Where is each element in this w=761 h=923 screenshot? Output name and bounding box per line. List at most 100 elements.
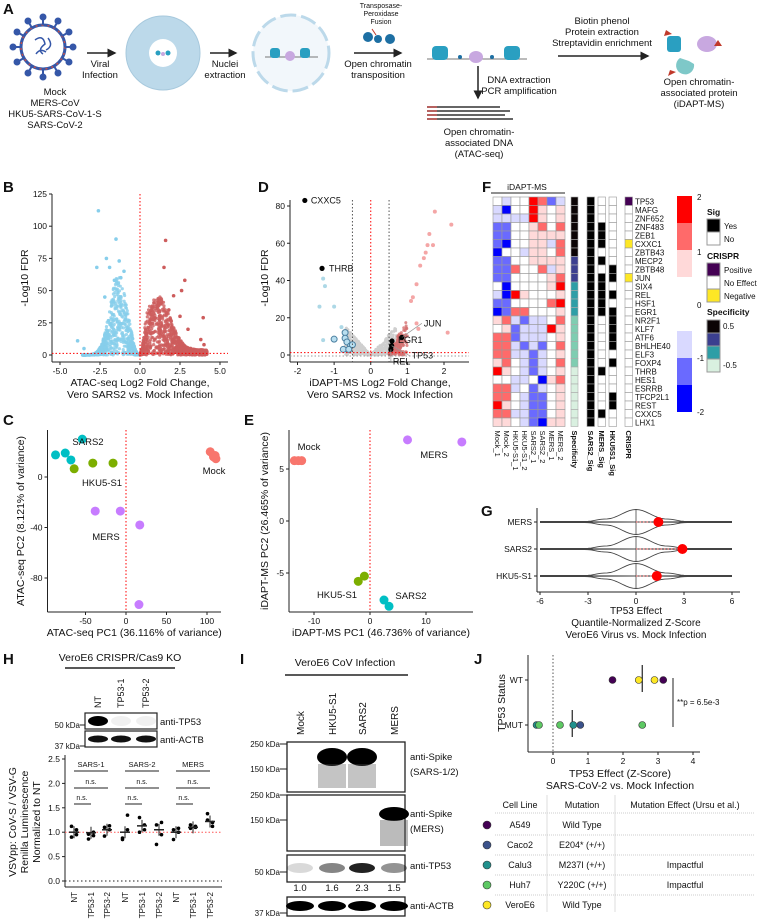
data-point [109, 350, 114, 354]
specificity-cell [570, 222, 579, 232]
x-tick-label: 10 [421, 616, 431, 626]
heatmap-cell [555, 332, 566, 342]
data-point [183, 345, 187, 349]
cell-line-swatch [482, 900, 492, 910]
heatmap-header: iDAPT-MS [507, 182, 547, 192]
heatmap-cell [501, 247, 512, 257]
data-point [172, 339, 176, 343]
y-tick-label: 0.5 [48, 852, 60, 862]
sig-cell [586, 213, 595, 223]
heatmap-cell [510, 213, 521, 223]
spike-head [13, 58, 21, 66]
data-point [457, 437, 467, 447]
table-cell: Huh7 [509, 880, 531, 890]
sig-cell [597, 349, 606, 359]
crispr-cell [624, 256, 633, 266]
data-point [650, 676, 659, 684]
lane-label: SARS2 [358, 702, 369, 735]
data-point [119, 303, 123, 307]
crispr-cell [624, 222, 633, 232]
band [347, 748, 377, 766]
heatmap-cell [537, 341, 548, 351]
heatmap-cell [510, 375, 521, 385]
x-axis-title: Vero SARS2 vs. Mock Infection [67, 389, 213, 401]
table-cell: Impactful [667, 860, 704, 870]
data-point [111, 292, 116, 296]
gene-label: CXXC1 [635, 240, 662, 249]
significance-label: n.s. [76, 795, 87, 802]
heatmap-cell [528, 213, 539, 223]
sig-cell [608, 273, 617, 283]
crispr-cell [624, 324, 633, 334]
data-point [339, 325, 344, 330]
label-leader [391, 345, 410, 356]
x-tick-label: TP53-2 [155, 891, 164, 918]
heatmap-cell [492, 239, 503, 249]
heatmap-cell [546, 264, 557, 274]
spike-head [24, 69, 32, 77]
heatmap-cell [510, 298, 521, 308]
spike-head [54, 69, 62, 77]
spike-head [39, 73, 47, 81]
data-point [143, 326, 147, 330]
spike-head [13, 28, 21, 36]
heatmap-cell [546, 205, 557, 215]
group-label: MERS [420, 450, 447, 461]
point-label: CXXC5 [311, 195, 341, 205]
heatmap-cell [546, 400, 557, 410]
step-label: Streptavidin enrichment [552, 38, 652, 49]
data-point [125, 327, 130, 332]
heatmap-cell [510, 230, 521, 240]
sig-cell [597, 290, 606, 300]
annotation-label: HKU5S1_Sig [608, 431, 617, 477]
heatmap-cell [519, 205, 530, 215]
specificity-cell [570, 239, 579, 249]
data-point [95, 265, 99, 270]
x-tick-label: TP53-1 [138, 891, 147, 918]
data-point [403, 435, 413, 445]
table-cell: Impactful [667, 880, 704, 890]
gene-label: NR2F1 [635, 317, 661, 326]
band [318, 901, 346, 911]
data-point [145, 315, 149, 319]
gene-label: JUN [635, 274, 651, 283]
data-point [142, 336, 146, 340]
antibody-label: anti-Spike [410, 752, 452, 763]
colorbar-segment [677, 358, 692, 385]
heatmap-cell [537, 281, 548, 291]
y-tick-label: 40 [276, 276, 286, 286]
step-label: Viral [91, 59, 110, 70]
data-point [347, 331, 351, 334]
colorbar-tick-label: 2 [697, 193, 702, 202]
crispr-cell [624, 315, 633, 325]
data-point [91, 833, 96, 838]
heatmap-cell [519, 222, 530, 232]
y-axis-title: TP53 Status [496, 674, 508, 732]
data-point [104, 353, 108, 357]
heatmap-cell [528, 383, 539, 393]
gene-label: ELF3 [635, 351, 655, 360]
group-label: Mock [203, 466, 226, 477]
heatmap-cell [492, 205, 503, 215]
category-label: HKU5-S1 [496, 571, 532, 581]
x-tick-label: -2.5 [93, 366, 108, 376]
y-tick-label: -40 [30, 523, 43, 533]
heatmap-cell [555, 417, 566, 427]
data-point [137, 830, 142, 834]
data-point [395, 338, 399, 342]
sig-cell [586, 349, 595, 359]
x-tick-label: 100 [200, 616, 214, 626]
data-point [168, 329, 172, 333]
data-point [110, 330, 114, 334]
dna-reads-icon [427, 106, 513, 120]
legend-label: -0.5 [723, 361, 737, 370]
data-point [410, 295, 415, 300]
heatmap-cell [492, 375, 503, 385]
x-tick-label: 2 [621, 756, 626, 766]
data-point [77, 434, 87, 444]
data-point [659, 676, 668, 684]
crispr-cell [624, 290, 633, 300]
data-point [144, 333, 148, 337]
y-axis-title: -Log10 FDR [19, 249, 31, 307]
gene-label: ATF6 [635, 334, 655, 343]
